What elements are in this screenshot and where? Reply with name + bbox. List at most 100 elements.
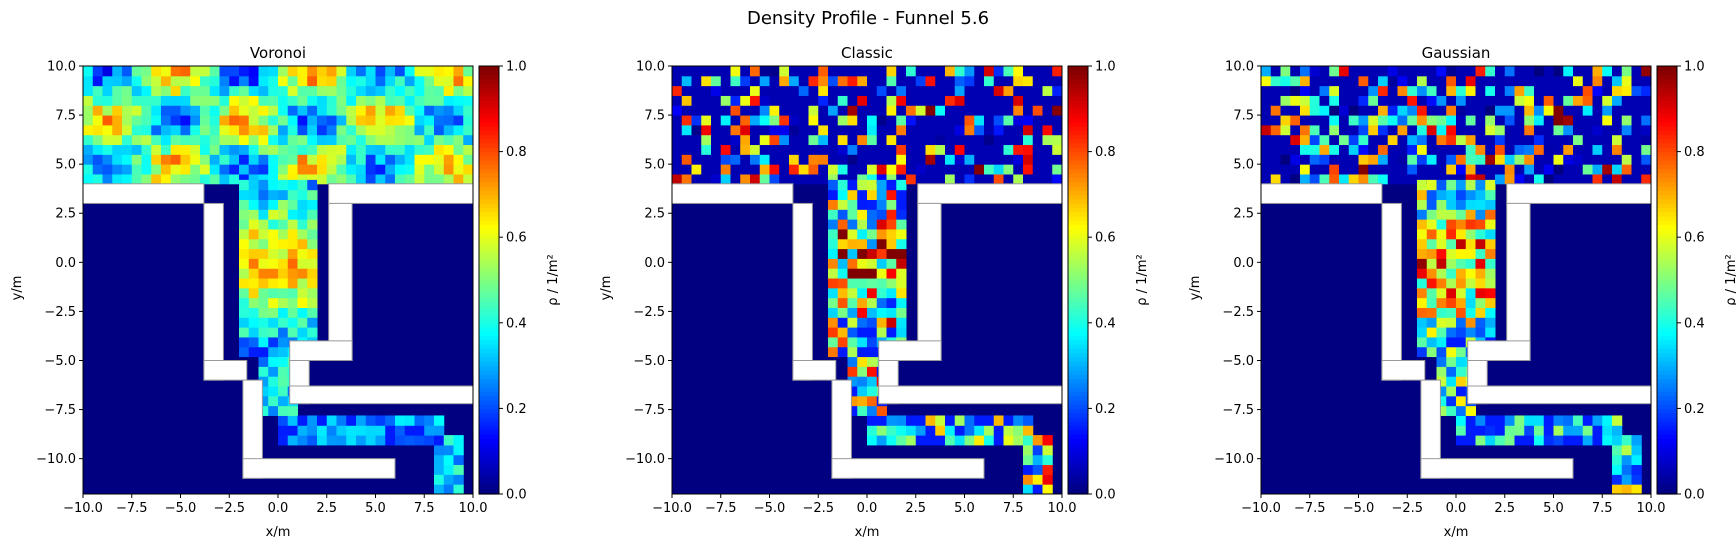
heatmap-cell xyxy=(336,144,347,155)
colorbar-step xyxy=(1068,322,1088,328)
heatmap-cell xyxy=(896,199,907,210)
heatmap-cell xyxy=(1495,435,1506,446)
heatmap-cell xyxy=(1446,199,1457,210)
colorbar-step xyxy=(1657,459,1677,465)
heatmap-cell xyxy=(1446,179,1457,191)
heatmap-cell xyxy=(248,164,259,175)
heatmap-cell xyxy=(808,115,819,126)
heatmap-cell xyxy=(876,164,887,175)
heatmap-cell xyxy=(395,75,406,87)
heatmap-cell xyxy=(1524,425,1535,436)
heatmap-cell xyxy=(750,75,761,87)
heatmap-cell xyxy=(925,105,936,116)
heatmap-cell xyxy=(443,95,454,106)
heatmap-cell xyxy=(278,287,289,299)
heatmap-cell xyxy=(886,228,897,240)
heatmap-cell xyxy=(307,219,318,230)
heatmap-cell xyxy=(1319,105,1330,116)
heatmap-cell xyxy=(1339,164,1350,175)
heatmap-cell xyxy=(1446,278,1457,289)
heatmap-cell xyxy=(131,164,142,175)
heatmap-cell xyxy=(112,75,123,87)
heatmap-cell xyxy=(837,66,848,77)
heatmap-cell xyxy=(258,268,269,279)
heatmap-cell xyxy=(229,134,240,146)
heatmap-cell xyxy=(1475,297,1486,308)
heatmap-cell xyxy=(268,307,279,318)
heatmap-cell xyxy=(993,144,1004,155)
heatmap-cell xyxy=(1436,297,1447,308)
heatmap-cell xyxy=(1621,124,1632,136)
colorbar-step xyxy=(1068,173,1088,178)
colorbar-step xyxy=(1068,147,1088,153)
heatmap-cell xyxy=(964,173,975,185)
heatmap-cell xyxy=(385,154,396,165)
heatmap-cell xyxy=(1436,228,1447,240)
heatmap-cell xyxy=(1426,105,1437,116)
colorbar-step xyxy=(479,104,499,110)
colorbar-step xyxy=(479,489,499,495)
colorbar-step xyxy=(1068,365,1088,371)
heatmap-cell xyxy=(1042,173,1053,185)
heatmap-cell xyxy=(886,238,897,250)
colorbar-step xyxy=(1657,327,1677,332)
heatmap-cell xyxy=(1368,66,1379,77)
heatmap-cell xyxy=(1003,154,1014,165)
heatmap-cell xyxy=(1543,164,1554,175)
heatmap-cell xyxy=(151,75,162,87)
heatmap-cell xyxy=(876,189,887,201)
heatmap-cell xyxy=(906,144,917,155)
colorbar: 0.00.20.40.60.81.0ρ / 1/m² xyxy=(1067,60,1150,503)
heatmap-cell xyxy=(1446,66,1457,77)
heatmap-cell xyxy=(837,248,848,259)
colorbar-step xyxy=(1657,485,1677,491)
geometry-wall xyxy=(792,359,837,381)
heatmap-cell xyxy=(1465,248,1476,259)
heatmap-cell xyxy=(161,105,172,116)
heatmap-cell xyxy=(1378,115,1389,126)
heatmap-cell xyxy=(711,144,722,155)
heatmap-cell xyxy=(701,85,712,96)
heatmap-cell xyxy=(258,66,269,77)
colorbar-step xyxy=(1657,322,1677,328)
heatmap-cell xyxy=(1013,66,1024,77)
heatmap-cell xyxy=(161,134,172,146)
heatmap-cell xyxy=(170,124,181,136)
heatmap-cell xyxy=(711,115,722,126)
colorbar-step xyxy=(1657,130,1677,136)
heatmap-cell xyxy=(1329,105,1340,116)
heatmap-cell xyxy=(1013,435,1024,446)
heatmap-cell xyxy=(1563,85,1574,96)
heatmap-cell xyxy=(385,105,396,116)
heatmap-cell xyxy=(867,395,878,407)
heatmap-cell xyxy=(896,327,907,338)
heatmap-cell xyxy=(170,66,181,77)
heatmap-cell xyxy=(434,464,445,475)
heatmap-cell xyxy=(1524,435,1535,446)
heatmap-cell xyxy=(876,179,887,191)
heatmap-cell xyxy=(867,189,878,201)
heatmap-cell xyxy=(190,85,201,96)
heatmap-cell xyxy=(1013,85,1024,96)
heatmap-cell xyxy=(857,164,868,175)
heatmap-cell xyxy=(278,415,289,426)
heatmap-cell xyxy=(740,173,751,185)
heatmap-cell xyxy=(453,105,464,116)
heatmap-cell xyxy=(317,144,328,155)
colorbar-step xyxy=(1068,361,1088,367)
heatmap-cell xyxy=(1563,115,1574,126)
heatmap-cell xyxy=(1023,415,1034,426)
heatmap-cell xyxy=(1495,85,1506,96)
heatmap-cell xyxy=(219,134,230,146)
heatmap-cell xyxy=(935,124,946,136)
heatmap-cell xyxy=(857,66,868,77)
heatmap-cell xyxy=(857,124,868,136)
heatmap-cell xyxy=(404,95,415,106)
heatmap-cell xyxy=(1280,154,1291,165)
heatmap-cell xyxy=(278,66,289,77)
heatmap-cell xyxy=(287,85,298,96)
heatmap-cell xyxy=(1290,66,1301,77)
colorbar-tick-label: 1.0 xyxy=(1684,60,1705,75)
heatmap-cell xyxy=(1534,95,1545,106)
heatmap-cell xyxy=(1397,66,1408,77)
